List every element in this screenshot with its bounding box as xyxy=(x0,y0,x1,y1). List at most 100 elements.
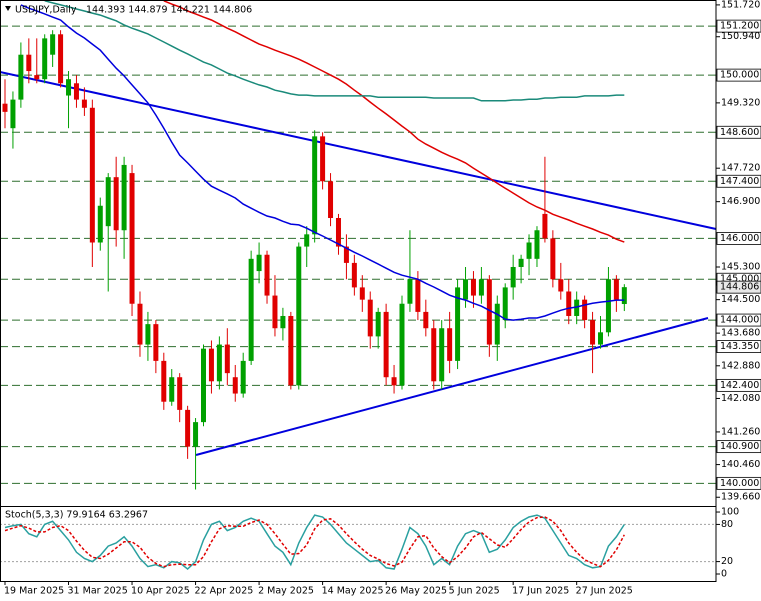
candle-body xyxy=(582,299,588,321)
indicator-line xyxy=(44,0,625,102)
indicator-line xyxy=(4,514,625,570)
candle-body xyxy=(383,311,389,378)
candle-body xyxy=(153,324,159,361)
candle-body xyxy=(367,299,373,337)
candle-body xyxy=(208,348,214,382)
candle-body xyxy=(81,99,87,108)
y-tick-label: 141.260 xyxy=(721,426,760,437)
ohlc-label: 144.393 144.879 144.221 144.806 xyxy=(86,5,252,16)
candle-body xyxy=(105,177,111,227)
candle-body xyxy=(447,328,453,361)
candle-body xyxy=(463,279,469,300)
y-tick-label: 150.940 xyxy=(721,31,760,42)
candle-body xyxy=(375,311,381,337)
trendline xyxy=(195,317,709,456)
level-label: 142.400 xyxy=(720,380,759,391)
candle-body xyxy=(574,299,580,316)
candle-body xyxy=(248,258,254,361)
candle-body xyxy=(185,409,191,447)
candle-body xyxy=(478,279,484,296)
y-tick-label: 145.300 xyxy=(721,261,760,272)
level-label: 147.400 xyxy=(720,176,759,187)
level-label-box xyxy=(716,232,761,245)
level-label-box xyxy=(716,19,761,33)
level-label: 140.900 xyxy=(720,441,759,452)
candle-body xyxy=(486,279,492,345)
trendlines xyxy=(0,71,717,456)
level-label: 145.000 xyxy=(720,274,759,285)
candle-body xyxy=(224,344,230,374)
menu-triangle xyxy=(5,6,11,11)
candle-body xyxy=(129,173,135,304)
candle-body xyxy=(320,136,326,182)
y-tick-label: 144.500 xyxy=(721,294,760,305)
candle-body xyxy=(137,303,143,345)
candle-body xyxy=(439,328,445,382)
level-label: 151.200 xyxy=(720,21,759,32)
last-price-label: 144.806 xyxy=(720,282,759,293)
y-tick-label: 0 xyxy=(721,568,727,579)
candle-body xyxy=(2,103,8,112)
y-tick-label: 139.660 xyxy=(721,492,760,503)
y-tick-label: 80 xyxy=(721,519,733,530)
candle-body xyxy=(359,287,365,300)
candle-body xyxy=(216,344,222,382)
last-price-box xyxy=(716,280,761,294)
candle-body xyxy=(288,315,294,386)
indicator-title: Stoch(5,3,3) 79.9164 63.2967 xyxy=(5,510,148,521)
candle-body xyxy=(10,99,16,129)
x-tick-label: 14 May 2025 xyxy=(322,586,384,597)
candle-body xyxy=(494,303,500,345)
candle-body xyxy=(145,324,151,345)
candle-body xyxy=(542,213,548,239)
candle-body xyxy=(121,164,127,231)
candle-body xyxy=(621,287,627,305)
candle-body xyxy=(526,242,532,259)
candle-body xyxy=(58,34,64,84)
x-tick-label: 22 Apr 2025 xyxy=(195,586,254,597)
levels-layer xyxy=(0,25,716,563)
candle-body xyxy=(415,279,421,312)
x-tick-label: 2 May 2025 xyxy=(258,586,314,597)
candle-body xyxy=(502,287,508,321)
candle-body xyxy=(470,279,476,296)
candle-body xyxy=(534,230,540,259)
candle-body xyxy=(264,254,270,296)
chart-title: USDJPY,Daily xyxy=(15,5,77,16)
candle-body xyxy=(518,258,524,267)
candle-body xyxy=(558,279,564,292)
candle-body xyxy=(431,328,437,382)
candle-body xyxy=(18,54,24,100)
candle-body xyxy=(73,83,79,100)
candle-body xyxy=(391,377,397,386)
candle-body xyxy=(335,218,341,247)
x-tick-label: 10 Apr 2025 xyxy=(131,586,190,597)
candle-body xyxy=(177,377,183,410)
candle-body xyxy=(256,254,262,272)
x-tick-label: 5 Jun 2025 xyxy=(449,586,500,597)
x-tick-label: 27 Jun 2025 xyxy=(576,586,633,597)
candle-body xyxy=(280,315,286,329)
y-tick-label: 146.900 xyxy=(721,196,760,207)
x-tick-label: 19 Mar 2025 xyxy=(4,586,64,597)
candle-body xyxy=(193,422,199,447)
candle-body xyxy=(34,75,40,80)
indicator-line xyxy=(4,516,625,568)
candle-body xyxy=(304,234,310,247)
y-tick-label: 151.720 xyxy=(721,0,760,10)
candle-body xyxy=(42,38,48,80)
y-tick-label: 149.320 xyxy=(721,97,760,108)
candle-body xyxy=(423,311,429,329)
level-label: 143.350 xyxy=(720,341,759,352)
trendline xyxy=(0,71,717,230)
candle-body xyxy=(351,262,357,288)
level-label-box xyxy=(716,440,761,454)
plot-frame xyxy=(0,0,717,582)
candle-body xyxy=(113,177,119,231)
indicator-line xyxy=(163,0,625,243)
level-label-box xyxy=(716,68,761,82)
level-label-box xyxy=(716,174,761,188)
level-label-box xyxy=(716,476,761,490)
y-tick-label: 143.680 xyxy=(721,328,760,339)
